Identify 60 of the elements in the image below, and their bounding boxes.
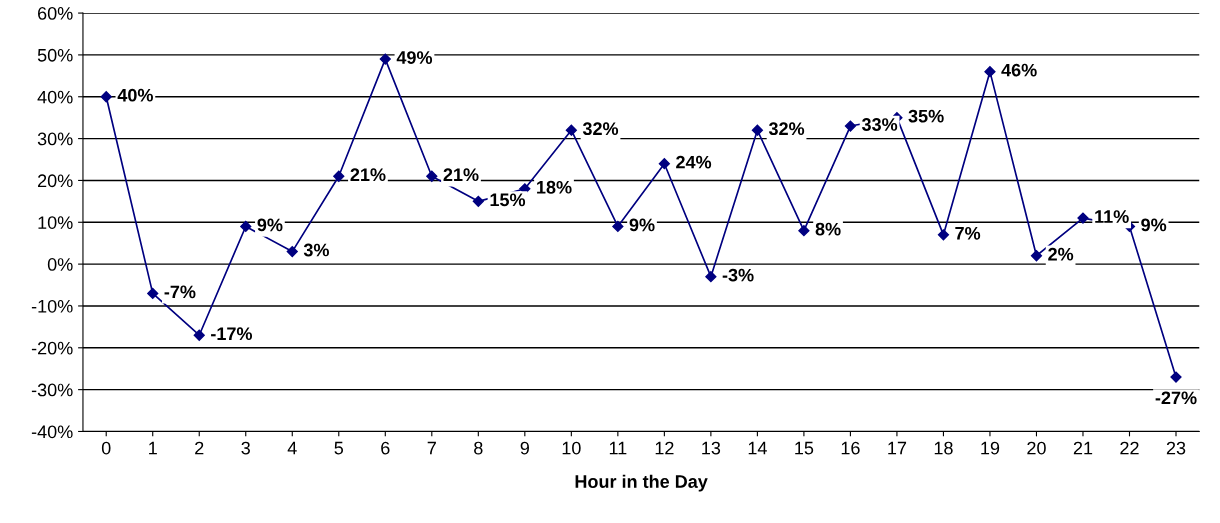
x-tick-label: 10 [562,441,581,455]
x-tick-label: 12 [655,441,674,455]
data-label: -7% [164,285,196,299]
data-label: 18% [537,180,572,194]
x-tick-label: 11 [609,441,627,455]
data-label: 2% [1048,247,1074,261]
y-tick-label: 10% [38,216,73,229]
data-label: 3% [303,243,329,257]
x-tick-label: 16 [841,441,860,455]
data-label: 7% [955,226,981,240]
y-tick-label: -40% [31,425,73,439]
y-tick-label: -20% [31,341,73,355]
data-label: -27% [1155,391,1197,405]
x-tick-label: 13 [702,441,721,455]
data-label: 33% [861,118,898,131]
data-label: 32% [768,122,805,136]
data-label: -17% [211,327,253,341]
data-label: 32% [582,122,619,136]
data-label: 49% [396,51,433,64]
y-tick-label: 0% [47,258,73,271]
x-axis-title: Hour in the Day [575,474,708,492]
x-tick-label: 8 [474,441,483,455]
y-tick-label: -10% [31,299,73,313]
x-tick-label: 6 [381,441,390,455]
x-tick-label: 7 [427,441,436,455]
x-tick-label: 3 [241,441,250,455]
data-label: 8% [815,222,841,236]
y-tick-label: 40% [37,90,73,104]
data-label: 9% [629,218,655,232]
data-label: -3% [722,268,754,282]
data-label: 9% [1141,218,1167,232]
x-tick-label: 0 [101,441,111,455]
x-tick-label: 4 [287,441,297,455]
x-tick-label: 21 [1073,441,1093,455]
x-tick-label: 15 [795,441,814,455]
y-tick-label: 30% [37,132,73,146]
data-label: 40% [117,88,153,102]
data-label: 35% [908,109,944,123]
x-tick-label: 5 [334,441,344,455]
x-tick-label: 23 [1166,441,1186,455]
x-tick-label: 2 [195,441,204,455]
x-tick-label: 18 [934,441,953,455]
y-tick-label: 50% [37,48,73,62]
data-label: 21% [350,168,386,182]
x-tick-label: 1 [149,441,157,455]
data-label: 11% [1095,210,1129,223]
y-tick-label: -30% [31,383,73,397]
x-tick-label: 17 [888,441,907,455]
data-label: 21% [443,168,479,182]
x-tick-label: 14 [748,441,767,455]
x-tick-label: 20 [1027,441,1046,455]
y-tick-label: 60% [38,7,73,20]
x-tick-label: 22 [1120,441,1139,455]
data-label: 9% [257,218,283,232]
data-label: 15% [490,193,526,207]
x-tick-label: 9 [520,441,529,455]
x-tick-label: 19 [981,441,1000,455]
data-label: 46% [1001,63,1037,77]
y-tick-label: 20% [38,174,73,188]
data-label: 24% [676,155,712,169]
